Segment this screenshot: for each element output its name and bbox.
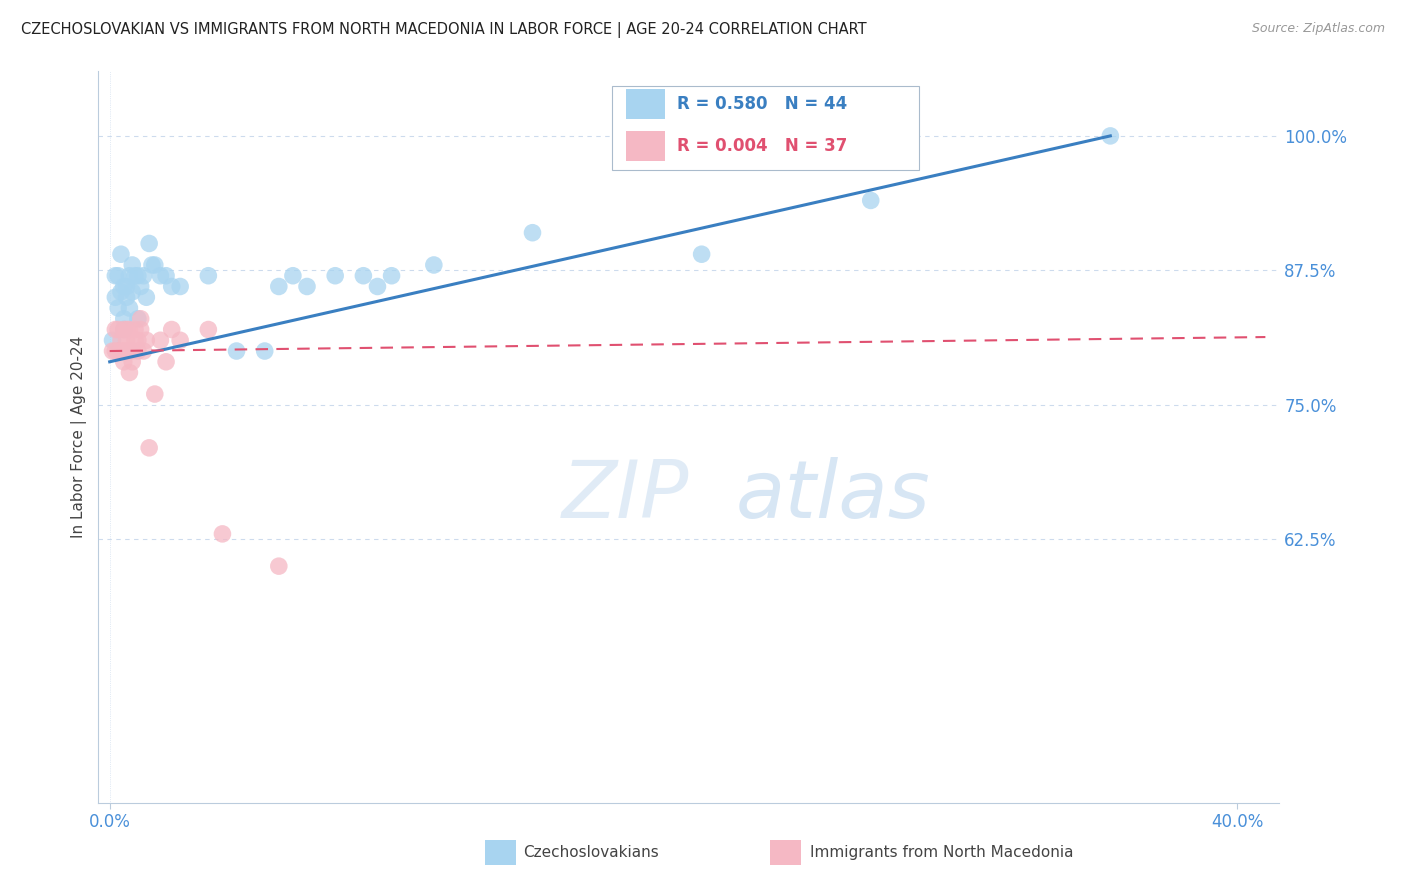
Point: [380, 268, 402, 283]
Point: [138, 441, 160, 455]
Point: [135, 333, 157, 347]
Point: [423, 258, 446, 272]
Point: [124, 333, 146, 347]
Point: [323, 268, 346, 283]
Point: [112, 322, 135, 336]
Point: [104, 322, 127, 336]
Point: [115, 333, 138, 347]
Text: R = 0.580   N = 44: R = 0.580 N = 44: [678, 95, 848, 113]
Point: [104, 290, 127, 304]
Point: [118, 366, 141, 380]
Point: [118, 268, 141, 283]
Point: [129, 311, 152, 326]
Point: [129, 322, 152, 336]
Point: [143, 258, 166, 272]
FancyBboxPatch shape: [612, 86, 920, 170]
Point: [859, 194, 882, 208]
Point: [121, 344, 143, 359]
Point: [127, 311, 149, 326]
Point: [115, 290, 138, 304]
Point: [127, 344, 149, 359]
Point: [124, 268, 146, 283]
Point: [132, 268, 155, 283]
Text: Czechoslovakians: Czechoslovakians: [523, 846, 659, 860]
Point: [107, 301, 129, 315]
Point: [225, 344, 247, 359]
Point: [112, 355, 135, 369]
Point: [110, 247, 132, 261]
Point: [104, 344, 127, 359]
Point: [1099, 128, 1122, 143]
Point: [295, 279, 318, 293]
Point: [110, 333, 132, 347]
Text: CZECHOSLOVAKIAN VS IMMIGRANTS FROM NORTH MACEDONIA IN LABOR FORCE | AGE 20-24 CO: CZECHOSLOVAKIAN VS IMMIGRANTS FROM NORTH…: [21, 22, 866, 38]
Point: [107, 268, 129, 283]
Point: [112, 279, 135, 293]
Point: [138, 236, 160, 251]
Point: [141, 258, 163, 272]
Point: [143, 387, 166, 401]
Point: [107, 344, 129, 359]
Point: [121, 285, 143, 299]
Point: [149, 268, 172, 283]
Point: [107, 322, 129, 336]
Point: [352, 268, 374, 283]
Point: [127, 333, 149, 347]
Text: ZIP: ZIP: [561, 457, 689, 534]
Point: [112, 344, 135, 359]
Point: [115, 279, 138, 293]
Point: [522, 226, 544, 240]
Point: [160, 279, 183, 293]
Point: [129, 279, 152, 293]
Point: [121, 355, 143, 369]
Point: [110, 285, 132, 299]
Point: [253, 344, 276, 359]
Point: [104, 268, 127, 283]
Point: [281, 268, 304, 283]
Point: [118, 301, 141, 315]
Point: [132, 344, 155, 359]
Bar: [626, 88, 665, 120]
Y-axis label: In Labor Force | Age 20-24: In Labor Force | Age 20-24: [72, 336, 87, 538]
Point: [197, 322, 219, 336]
Point: [101, 333, 124, 347]
Point: [118, 344, 141, 359]
Point: [115, 322, 138, 336]
Point: [149, 333, 172, 347]
Text: atlas: atlas: [737, 457, 931, 534]
Point: [169, 279, 191, 293]
Point: [169, 333, 191, 347]
Text: Immigrants from North Macedonia: Immigrants from North Macedonia: [810, 846, 1073, 860]
Bar: [626, 130, 665, 161]
Point: [155, 355, 177, 369]
Text: Source: ZipAtlas.com: Source: ZipAtlas.com: [1251, 22, 1385, 36]
Point: [121, 258, 143, 272]
Text: R = 0.004   N = 37: R = 0.004 N = 37: [678, 137, 848, 155]
Point: [127, 268, 149, 283]
Point: [267, 559, 290, 574]
Point: [160, 322, 183, 336]
Point: [124, 322, 146, 336]
Point: [101, 344, 124, 359]
Point: [135, 290, 157, 304]
Point: [211, 527, 233, 541]
Point: [110, 344, 132, 359]
Point: [155, 268, 177, 283]
Point: [115, 344, 138, 359]
Point: [267, 279, 290, 293]
Point: [197, 268, 219, 283]
Point: [690, 247, 713, 261]
Point: [112, 322, 135, 336]
Point: [118, 322, 141, 336]
Point: [366, 279, 388, 293]
Point: [112, 311, 135, 326]
